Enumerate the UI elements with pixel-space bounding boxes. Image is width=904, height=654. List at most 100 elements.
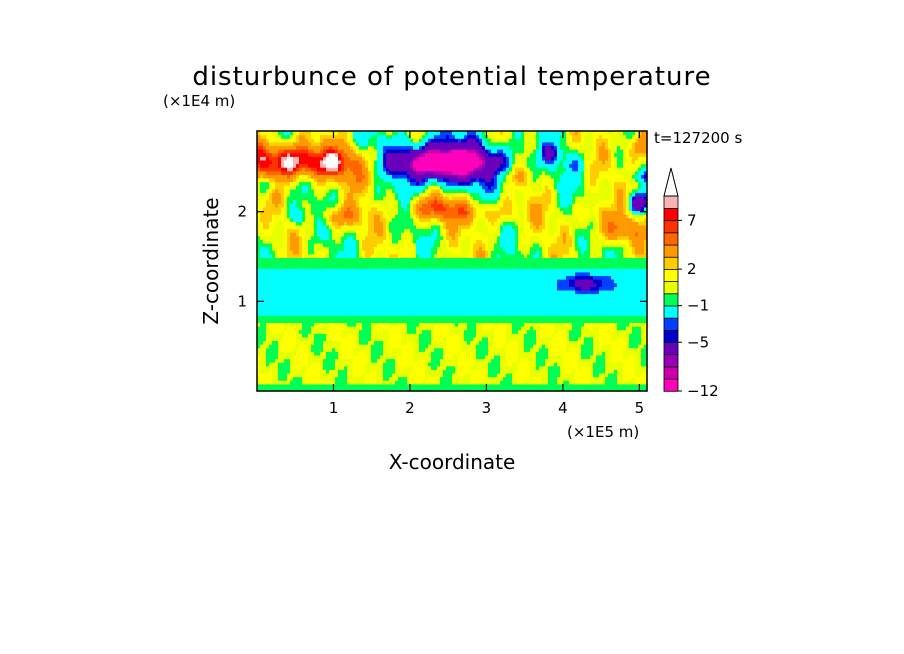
field-cell — [464, 336, 468, 342]
field-cell — [518, 307, 522, 313]
field-cell — [257, 372, 261, 378]
field-cell — [608, 307, 612, 313]
field-cell — [404, 336, 408, 342]
field-cell — [527, 362, 531, 367]
field-cell — [428, 380, 432, 385]
field-cell — [395, 380, 399, 385]
field-cell — [524, 307, 528, 313]
field-cell — [551, 304, 555, 309]
field-cell — [419, 358, 423, 363]
field-cell — [434, 362, 438, 367]
field-cell — [395, 369, 399, 374]
field-cell — [356, 336, 360, 342]
field-cell — [422, 300, 426, 305]
field-cell — [626, 329, 630, 334]
field-cell — [554, 322, 558, 327]
field-cell — [557, 362, 561, 367]
field-cell — [590, 376, 594, 381]
field-cell — [557, 344, 561, 349]
field-cell — [263, 354, 267, 360]
field-cell — [398, 372, 402, 378]
field-cell — [545, 380, 549, 385]
field-cell — [569, 307, 573, 313]
field-cell — [341, 369, 345, 374]
field-cell — [308, 311, 312, 316]
field-cell — [344, 383, 348, 388]
field-cell — [356, 340, 360, 345]
field-cell — [545, 383, 549, 388]
field-cell — [479, 347, 483, 352]
field-cell — [284, 365, 288, 370]
field-cell — [398, 358, 402, 363]
field-cell — [299, 336, 303, 342]
field-cell — [407, 340, 411, 345]
field-cell — [293, 362, 297, 367]
field-cell — [281, 380, 285, 385]
field-cell — [587, 304, 591, 309]
field-cell — [257, 315, 261, 320]
field-cell — [563, 311, 567, 316]
field-cell — [449, 365, 453, 370]
field-cell — [422, 304, 426, 309]
field-cell — [515, 354, 519, 360]
field-cell — [545, 322, 549, 327]
field-cell — [494, 340, 498, 345]
field-cell — [476, 307, 480, 313]
field-cell — [302, 383, 306, 388]
field-cell — [497, 347, 501, 352]
field-cell — [566, 354, 570, 360]
field-cell — [497, 351, 501, 356]
field-cell — [359, 336, 363, 342]
field-cell — [329, 372, 333, 378]
field-cell — [644, 344, 648, 349]
field-cell — [626, 311, 630, 316]
field-cell — [482, 304, 486, 309]
field-cell — [287, 318, 291, 323]
field-cell — [332, 376, 336, 381]
field-cell — [362, 358, 366, 363]
field-cell — [470, 358, 474, 363]
field-cell — [503, 354, 507, 360]
field-cell — [494, 329, 498, 334]
field-cell — [299, 318, 303, 323]
field-cell — [350, 362, 354, 367]
field-cell — [554, 333, 558, 338]
field-cell — [599, 369, 603, 374]
field-cell — [632, 362, 636, 367]
field-cell — [281, 351, 285, 356]
field-cell — [560, 304, 564, 309]
field-cell — [263, 315, 267, 320]
field-cell — [590, 362, 594, 367]
field-cell — [296, 362, 300, 367]
field-cell — [410, 326, 414, 331]
field-cell — [278, 340, 282, 345]
field-cell — [413, 365, 417, 370]
field-cell — [413, 358, 417, 363]
field-cell — [401, 307, 405, 313]
field-cell — [632, 387, 636, 392]
field-cell — [278, 365, 282, 370]
field-cell — [353, 351, 357, 356]
field-cell — [566, 318, 570, 323]
field-cell — [500, 380, 504, 385]
field-cell — [371, 351, 375, 356]
field-cell — [374, 336, 378, 342]
field-cell — [608, 376, 612, 381]
field-cell — [368, 369, 372, 374]
field-cell — [500, 344, 504, 349]
field-cell — [482, 369, 486, 374]
field-cell — [386, 383, 390, 388]
field-cell — [497, 358, 501, 363]
field-cell — [500, 326, 504, 331]
field-cell — [320, 380, 324, 385]
field-cell — [506, 326, 510, 331]
field-cell — [437, 326, 441, 331]
field-cell — [380, 362, 384, 367]
field-cell — [419, 387, 423, 392]
field-cell — [509, 311, 513, 316]
field-cell — [341, 347, 345, 352]
contour-field — [257, 131, 648, 392]
field-cell — [386, 380, 390, 385]
field-cell — [491, 387, 495, 392]
field-cell — [269, 336, 273, 342]
